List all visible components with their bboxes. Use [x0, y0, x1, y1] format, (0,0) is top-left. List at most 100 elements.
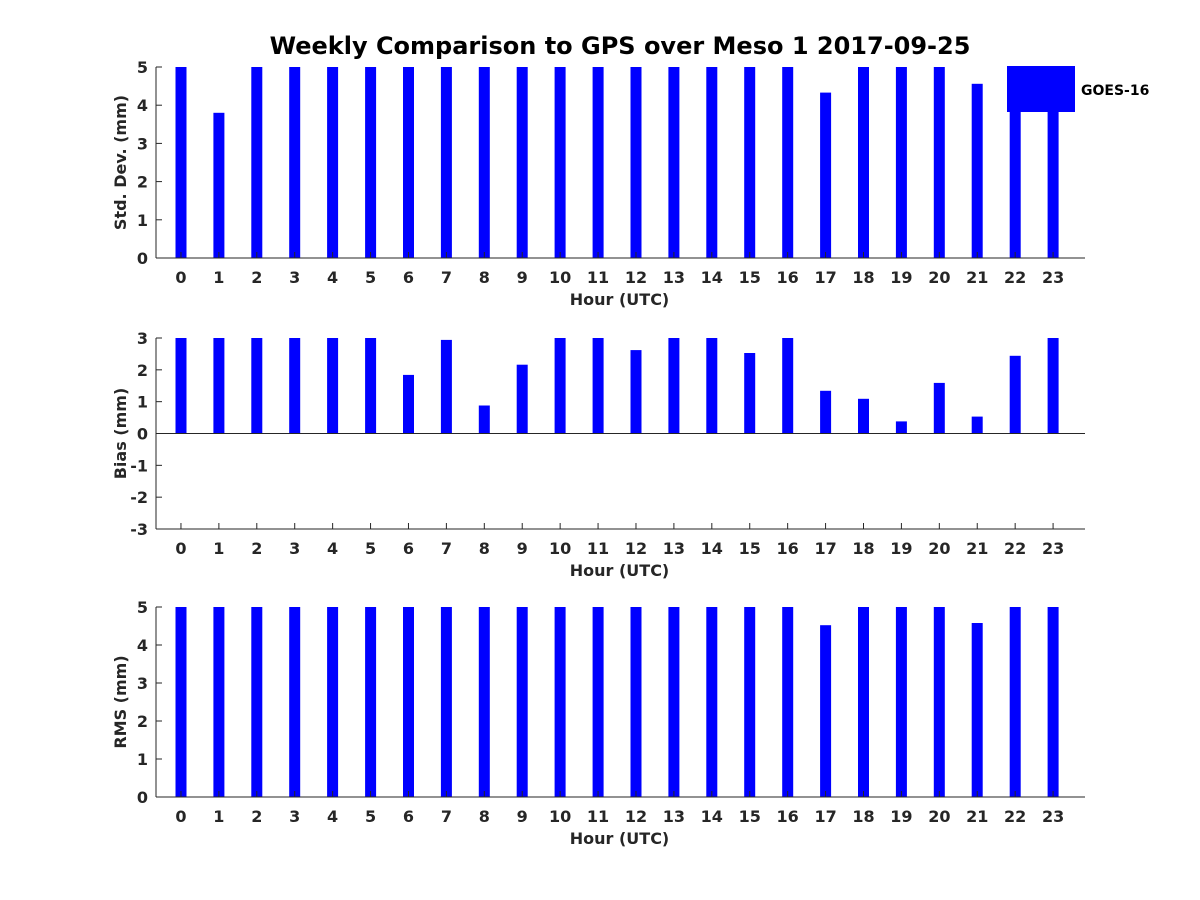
bar-hour-0: [175, 338, 187, 434]
bar-hour-10: [554, 607, 566, 797]
bar-hour-18: [858, 607, 869, 797]
x-axis-label: Hour (UTC): [570, 290, 670, 309]
y-tick-label: 0: [137, 249, 148, 268]
bar-hour-5: [365, 338, 377, 434]
bar-hour-23: [1047, 67, 1059, 258]
bar-hour-11: [592, 67, 604, 258]
y-tick-label: 2: [137, 173, 148, 192]
bar-hour-15: [744, 67, 756, 258]
x-tick-label: 13: [663, 268, 685, 287]
x-tick-label: 1: [213, 539, 224, 558]
bar-hour-10: [554, 338, 566, 434]
bar-hour-22: [1009, 67, 1021, 258]
bar-hour-18: [858, 398, 869, 434]
x-tick-label: 6: [403, 268, 414, 287]
x-tick-label: 19: [890, 807, 912, 826]
x-tick-label: 7: [441, 539, 452, 558]
bar-hour-21: [971, 623, 983, 797]
x-tick-label: 5: [365, 807, 376, 826]
bar-hour-3: [289, 607, 301, 797]
bar-hour-22: [1009, 607, 1021, 797]
y-tick-label: 0: [137, 425, 148, 444]
bar-hour-17: [820, 390, 832, 434]
x-tick-label: 14: [701, 539, 723, 558]
x-tick-label: 8: [479, 268, 490, 287]
bar-hour-9: [516, 607, 528, 797]
x-tick-label: 12: [625, 539, 647, 558]
bar-hour-3: [289, 338, 301, 434]
bar-hour-11: [592, 338, 604, 434]
x-tick-label: 8: [479, 807, 490, 826]
bar-hour-8: [478, 607, 490, 797]
x-tick-label: 18: [852, 268, 874, 287]
bar-hour-21: [971, 83, 983, 258]
bar-hour-5: [365, 607, 377, 797]
y-tick-label: 5: [137, 58, 148, 77]
x-tick-label: 0: [175, 268, 186, 287]
y-tick-label: 1: [137, 750, 148, 769]
bar-hour-12: [630, 350, 642, 434]
bar-hour-23: [1047, 338, 1059, 434]
x-tick-label: 11: [587, 807, 609, 826]
y-tick-label: 4: [137, 96, 148, 115]
x-tick-label: 7: [441, 807, 452, 826]
x-tick-label: 16: [777, 807, 799, 826]
x-tick-label: 2: [251, 268, 262, 287]
bar-hour-0: [175, 67, 187, 258]
x-tick-label: 20: [928, 539, 950, 558]
bar-hour-1: [213, 338, 225, 434]
y-tick-label: -2: [130, 488, 148, 507]
bar-hour-22: [1009, 355, 1021, 434]
x-tick-label: 21: [966, 268, 988, 287]
bar-hour-16: [782, 607, 794, 797]
y-tick-label: 1: [137, 211, 148, 230]
bar-hour-8: [478, 67, 490, 258]
x-tick-label: 15: [739, 807, 761, 826]
bar-hour-19: [895, 421, 907, 434]
bar-hour-0: [175, 607, 187, 797]
bar-hour-8: [478, 405, 490, 434]
bar-hour-4: [327, 338, 339, 434]
y-tick-label: 3: [137, 134, 148, 153]
y-tick-label: -3: [130, 520, 148, 539]
y-tick-label: 0: [137, 788, 148, 807]
x-tick-label: 3: [289, 807, 300, 826]
y-tick-label: 2: [137, 361, 148, 380]
x-tick-label: 23: [1042, 539, 1064, 558]
x-tick-label: 16: [777, 268, 799, 287]
x-tick-label: 18: [852, 539, 874, 558]
x-tick-label: 10: [549, 539, 571, 558]
x-tick-label: 15: [739, 539, 761, 558]
bar-hour-1: [213, 112, 225, 258]
bar-hour-6: [403, 67, 414, 258]
y-axis-label: RMS (mm): [111, 655, 130, 748]
bar-hour-9: [516, 364, 528, 434]
x-tick-label: 20: [928, 807, 950, 826]
y-tick-label: 5: [137, 598, 148, 617]
x-tick-label: 19: [890, 539, 912, 558]
bar-hour-4: [327, 607, 339, 797]
x-tick-label: 6: [403, 539, 414, 558]
x-tick-label: 21: [966, 539, 988, 558]
x-tick-label: 9: [517, 268, 528, 287]
x-tick-label: 3: [289, 539, 300, 558]
x-tick-label: 13: [663, 807, 685, 826]
bar-hour-2: [251, 67, 263, 258]
bar-hour-6: [403, 607, 414, 797]
x-tick-label: 17: [814, 807, 836, 826]
bar-hour-19: [895, 607, 907, 797]
x-tick-label: 16: [777, 539, 799, 558]
bar-hour-20: [933, 67, 945, 258]
bar-hour-10: [554, 67, 566, 258]
bar-hour-14: [706, 67, 718, 258]
bar-hour-13: [668, 607, 680, 797]
bar-hour-6: [403, 374, 414, 434]
x-tick-label: 9: [517, 807, 528, 826]
x-tick-label: 22: [1004, 807, 1026, 826]
bar-hour-17: [820, 92, 832, 258]
x-tick-label: 11: [587, 539, 609, 558]
